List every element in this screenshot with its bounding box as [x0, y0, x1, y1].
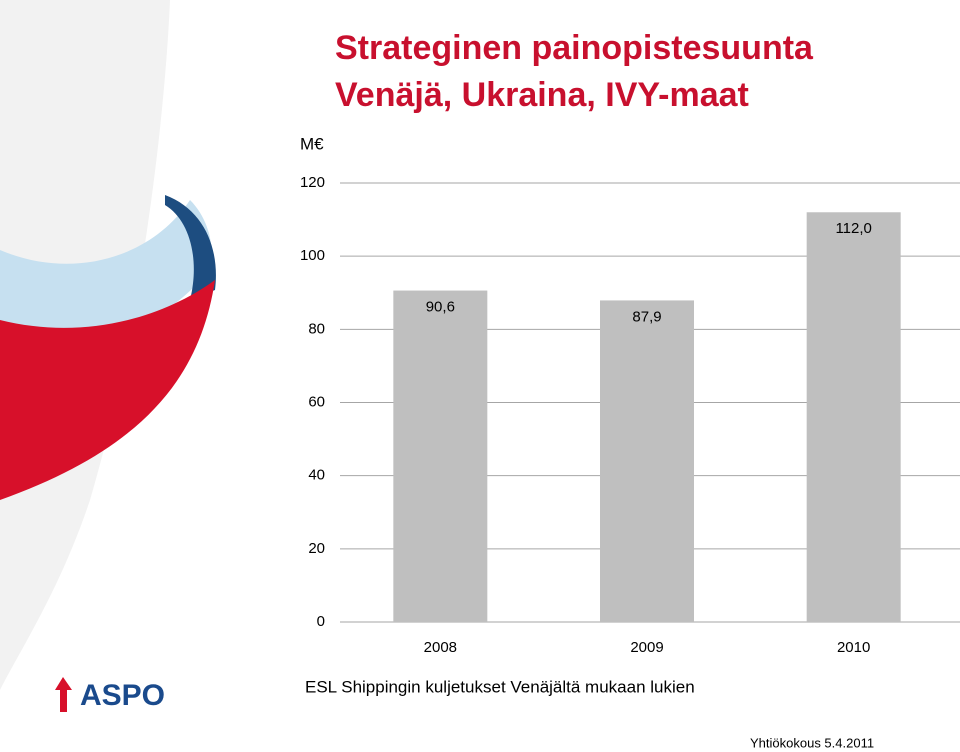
bar	[393, 290, 488, 622]
bar	[806, 212, 901, 622]
value-label: 112,0	[835, 220, 871, 237]
footer: Yhtiökokous 5.4.2011	[750, 735, 874, 750]
bar	[600, 300, 694, 622]
y-tick-label: 0	[317, 613, 325, 630]
y-tick-label: 120	[300, 174, 325, 191]
y-tick-label: 80	[308, 320, 325, 337]
red-band	[0, 280, 215, 500]
logo: ASPO	[80, 679, 165, 712]
y-tick-label: 20	[308, 540, 325, 557]
x-tick-label: 2008	[424, 639, 457, 656]
caption: ESL Shippingin kuljetukset Venäjältä muk…	[305, 677, 695, 696]
value-label: 90,6	[426, 299, 455, 316]
logo-icon	[55, 677, 72, 712]
chart-title: Strateginen painopistesuunta	[335, 29, 814, 67]
x-tick-label: 2009	[630, 639, 663, 656]
y-tick-label: 100	[300, 247, 325, 264]
blue-band	[0, 200, 212, 344]
value-label: 87,9	[632, 308, 661, 325]
y-tick-label: 40	[308, 467, 325, 484]
x-tick-label: 2010	[837, 639, 870, 656]
dark-band	[165, 195, 216, 300]
y-tick-label: 60	[308, 393, 325, 410]
chart-subtitle: Venäjä, Ukraina, IVY-maat	[335, 76, 749, 114]
y-axis-label: M€	[300, 134, 324, 153]
